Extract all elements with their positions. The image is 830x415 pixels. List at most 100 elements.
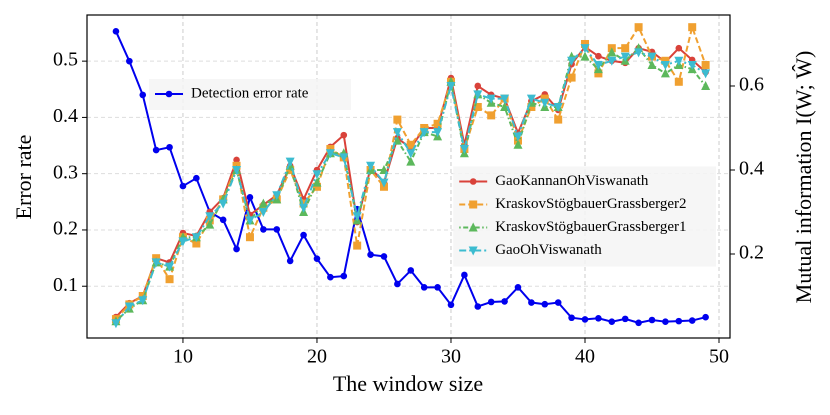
marker — [165, 90, 173, 98]
marker — [473, 90, 483, 100]
marker — [366, 161, 376, 171]
marker — [459, 144, 469, 154]
marker — [567, 73, 576, 82]
marker — [594, 69, 603, 78]
marker — [634, 23, 643, 32]
marker — [607, 56, 617, 66]
y-tick-label: 0.2 — [53, 218, 78, 240]
marker — [674, 77, 683, 86]
marker — [608, 318, 616, 325]
marker — [468, 222, 478, 232]
marker — [581, 316, 589, 323]
marker — [620, 52, 630, 62]
marker — [299, 199, 308, 208]
marker — [468, 246, 478, 256]
marker — [299, 203, 309, 213]
marker — [151, 258, 161, 268]
marker — [634, 48, 644, 58]
marker — [540, 94, 549, 103]
legend: Detection error rate — [149, 79, 351, 110]
marker — [474, 82, 482, 90]
marker — [406, 149, 416, 159]
marker — [219, 216, 227, 224]
marker — [675, 317, 683, 325]
marker — [205, 219, 215, 229]
marker — [647, 52, 657, 62]
marker — [392, 128, 402, 138]
x-tick-label: 20 — [307, 346, 327, 368]
marker — [674, 56, 684, 66]
marker — [568, 314, 575, 322]
marker — [661, 56, 670, 65]
marker — [473, 102, 482, 111]
marker — [260, 226, 267, 233]
marker — [380, 253, 388, 260]
marker — [647, 59, 657, 69]
legend-label: KraskovStögbauerGrassberger2 — [495, 196, 686, 212]
marker — [474, 303, 482, 310]
marker — [246, 194, 254, 201]
marker — [446, 81, 456, 91]
marker — [353, 241, 362, 250]
y-tick-label: 0.3 — [53, 161, 78, 183]
marker — [487, 298, 495, 306]
marker — [111, 319, 121, 329]
marker — [285, 157, 295, 167]
y2-tick-label: 0.6 — [739, 74, 764, 96]
marker — [340, 272, 348, 280]
y-tick-label: 0.5 — [53, 49, 78, 71]
marker — [580, 44, 590, 54]
marker — [245, 233, 254, 242]
marker — [660, 68, 670, 78]
marker — [688, 317, 696, 324]
legend-label: Detection error rate — [191, 85, 309, 101]
x-tick-label: 40 — [575, 346, 595, 368]
marker — [433, 119, 442, 128]
marker — [126, 57, 133, 65]
x-axis-label: The window size — [333, 371, 483, 396]
marker — [580, 39, 589, 48]
marker — [469, 200, 478, 209]
marker — [205, 212, 215, 222]
marker — [420, 284, 428, 291]
legend-label: GaoOhViswanath — [495, 242, 602, 258]
marker — [701, 60, 710, 69]
marker — [245, 216, 255, 226]
marker — [501, 298, 508, 305]
marker — [621, 44, 630, 53]
marker — [232, 165, 242, 175]
marker — [218, 199, 228, 209]
marker — [233, 245, 240, 253]
marker — [379, 178, 389, 188]
marker — [312, 177, 322, 187]
marker — [688, 23, 697, 32]
series-line — [115, 46, 707, 324]
marker — [487, 111, 496, 120]
marker — [166, 143, 173, 151]
marker — [258, 207, 268, 217]
marker — [687, 60, 697, 70]
marker — [433, 128, 443, 138]
marker — [419, 128, 429, 138]
marker — [178, 237, 188, 247]
marker — [593, 60, 603, 70]
x-tick-label: 50 — [709, 346, 729, 368]
marker — [500, 94, 510, 104]
marker — [179, 182, 187, 190]
marker — [165, 275, 174, 284]
plot-frame — [86, 14, 731, 339]
marker — [407, 267, 415, 274]
marker — [513, 132, 523, 142]
marker — [648, 316, 656, 324]
marker — [513, 139, 523, 149]
marker — [469, 178, 477, 185]
marker — [635, 319, 642, 327]
series-line — [115, 46, 707, 322]
marker — [527, 102, 536, 111]
marker — [607, 47, 617, 57]
legend-box — [453, 166, 716, 267]
y-tick-label: 0.1 — [53, 274, 78, 296]
marker — [272, 191, 282, 201]
marker — [702, 313, 709, 321]
